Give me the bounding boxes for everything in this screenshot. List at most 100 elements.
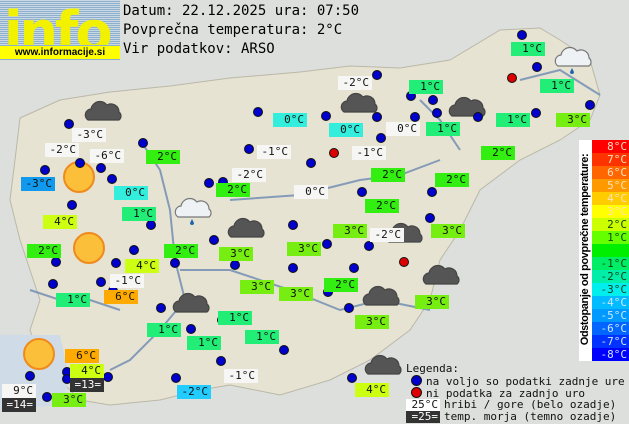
station-temperature-label[interactable]: -2°C xyxy=(232,168,266,182)
station-temperature-label[interactable]: 4°C xyxy=(125,259,159,273)
station-temperature-label[interactable]: 2°C xyxy=(324,278,358,292)
station-dot[interactable] xyxy=(170,258,180,268)
station-temperature-label[interactable]: 2°C xyxy=(164,244,198,258)
station-dot[interactable] xyxy=(288,263,298,273)
station-dot[interactable] xyxy=(138,138,148,148)
station-temperature-label[interactable]: 1°C xyxy=(122,207,156,221)
station-temperature-label[interactable]: -1°C xyxy=(257,145,291,159)
sea-temperature-label[interactable]: =13= xyxy=(70,378,104,392)
station-temperature-label[interactable]: 2°C xyxy=(27,244,61,258)
station-temperature-label[interactable]: 3°C xyxy=(240,280,274,294)
station-dot[interactable] xyxy=(344,303,354,313)
station-temperature-label[interactable]: 3°C xyxy=(415,295,449,309)
station-dot[interactable] xyxy=(532,62,542,72)
station-dot[interactable] xyxy=(204,178,214,188)
station-dot[interactable] xyxy=(40,165,50,175)
station-temperature-label[interactable]: 3°C xyxy=(52,393,86,407)
station-dot[interactable] xyxy=(96,163,106,173)
station-dot[interactable] xyxy=(372,112,382,122)
station-missing-dot[interactable] xyxy=(507,73,517,83)
station-temperature-label[interactable]: 1°C xyxy=(56,293,90,307)
station-temperature-label[interactable]: 2°C xyxy=(481,146,515,160)
station-dot[interactable] xyxy=(75,158,85,168)
station-dot[interactable] xyxy=(244,144,254,154)
station-temperature-label[interactable]: 4°C xyxy=(355,383,389,397)
station-temperature-label[interactable]: 2°C xyxy=(371,168,405,182)
station-dot[interactable] xyxy=(473,112,483,122)
station-temperature-label[interactable]: 0°C xyxy=(294,185,328,199)
station-temperature-label[interactable]: 3°C xyxy=(333,224,367,238)
station-dot[interactable] xyxy=(364,241,374,251)
station-temperature-label[interactable]: 3°C xyxy=(219,247,253,261)
station-temperature-label[interactable]: 6°C xyxy=(65,349,99,363)
station-temperature-label[interactable]: 2°C xyxy=(435,173,469,187)
station-dot[interactable] xyxy=(129,245,139,255)
station-dot[interactable] xyxy=(48,279,58,289)
station-dot[interactable] xyxy=(96,277,106,287)
station-dot[interactable] xyxy=(517,30,527,40)
station-temperature-label[interactable]: 1°C xyxy=(496,113,530,127)
station-temperature-label[interactable]: -1°C xyxy=(110,274,144,288)
station-temperature-label[interactable]: 1°C xyxy=(147,323,181,337)
station-temperature-label[interactable]: 9°C xyxy=(2,384,36,398)
station-dot[interactable] xyxy=(103,372,113,382)
station-dot[interactable] xyxy=(216,356,226,366)
station-temperature-label[interactable]: 4°C xyxy=(43,215,77,229)
station-temperature-label[interactable]: 3°C xyxy=(287,242,321,256)
station-temperature-label[interactable]: 4°C xyxy=(70,364,104,378)
station-dot[interactable] xyxy=(279,345,289,355)
station-dot[interactable] xyxy=(67,200,77,210)
station-temperature-label[interactable]: 0°C xyxy=(329,123,363,137)
station-dot[interactable] xyxy=(349,263,359,273)
station-dot[interactable] xyxy=(209,235,219,245)
station-dot[interactable] xyxy=(156,303,166,313)
logo-url[interactable]: www.informacije.si xyxy=(0,46,120,59)
station-dot[interactable] xyxy=(25,371,35,381)
station-dot[interactable] xyxy=(253,107,263,117)
station-temperature-label[interactable]: -3°C xyxy=(72,128,106,142)
station-dot[interactable] xyxy=(347,373,357,383)
station-temperature-label[interactable]: 3°C xyxy=(355,315,389,329)
station-dot[interactable] xyxy=(288,220,298,230)
station-temperature-label[interactable]: 1°C xyxy=(218,311,252,325)
station-temperature-label[interactable]: 0°C xyxy=(273,113,307,127)
station-dot[interactable] xyxy=(111,258,121,268)
station-temperature-label[interactable]: -2°C xyxy=(45,143,79,157)
station-temperature-label[interactable]: 2°C xyxy=(365,199,399,213)
station-temperature-label[interactable]: -2°C xyxy=(338,76,372,90)
station-dot[interactable] xyxy=(322,239,332,249)
station-temperature-label[interactable]: 1°C xyxy=(409,80,443,94)
station-dot[interactable] xyxy=(146,220,156,230)
station-temperature-label[interactable]: 3°C xyxy=(556,113,590,127)
station-temperature-label[interactable]: 1°C xyxy=(540,79,574,93)
station-dot[interactable] xyxy=(64,119,74,129)
station-temperature-label[interactable]: 1°C xyxy=(426,122,460,136)
station-temperature-label[interactable]: -2°C xyxy=(370,228,404,242)
station-dot[interactable] xyxy=(372,70,382,80)
station-dot[interactable] xyxy=(425,213,435,223)
station-temperature-label[interactable]: 2°C xyxy=(146,150,180,164)
station-dot[interactable] xyxy=(51,257,61,267)
station-dot[interactable] xyxy=(171,373,181,383)
station-missing-dot[interactable] xyxy=(329,148,339,158)
station-dot[interactable] xyxy=(42,392,52,402)
station-temperature-label[interactable]: -1°C xyxy=(352,146,386,160)
station-dot[interactable] xyxy=(432,108,442,118)
station-temperature-label[interactable]: 1°C xyxy=(245,330,279,344)
station-dot[interactable] xyxy=(357,187,367,197)
site-logo[interactable]: info www.informacije.si xyxy=(0,0,120,60)
station-temperature-label[interactable]: 3°C xyxy=(279,287,313,301)
station-temperature-label[interactable]: 1°C xyxy=(187,336,221,350)
station-temperature-label[interactable]: 1°C xyxy=(511,42,545,56)
sea-temperature-label[interactable]: =14= xyxy=(2,398,36,412)
station-temperature-label[interactable]: 2°C xyxy=(216,183,250,197)
station-dot[interactable] xyxy=(306,158,316,168)
station-temperature-label[interactable]: 0°C xyxy=(386,122,420,136)
station-dot[interactable] xyxy=(585,100,595,110)
station-temperature-label[interactable]: 0°C xyxy=(114,186,148,200)
station-temperature-label[interactable]: -1°C xyxy=(224,369,258,383)
station-dot[interactable] xyxy=(410,112,420,122)
station-temperature-label[interactable]: -3°C xyxy=(21,177,55,191)
station-temperature-label[interactable]: -6°C xyxy=(90,149,124,163)
station-dot[interactable] xyxy=(531,108,541,118)
